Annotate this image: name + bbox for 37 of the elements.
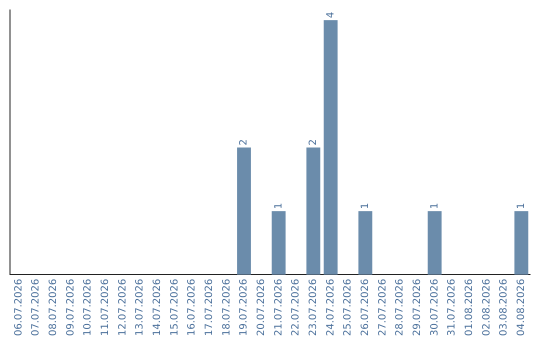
x-tick-label: 29.07.2026	[412, 278, 423, 336]
data-label: 4	[325, 12, 336, 18]
x-tick-label: 10.07.2026	[82, 278, 94, 336]
x-tick-label: 20.07.2026	[256, 278, 267, 336]
x-tick-label: 04.08.2026	[516, 278, 527, 336]
x-tick-label: 28.07.2026	[394, 278, 406, 336]
x-tick-label: 17.07.2026	[204, 278, 215, 336]
x-tick-label: 08.07.2026	[48, 278, 59, 336]
x-tick-label: 02.08.2026	[481, 278, 492, 336]
x-tick-label: 18.07.2026	[221, 278, 232, 336]
x-tick-label: 01.08.2026	[464, 278, 475, 336]
data-label: 1	[429, 202, 440, 210]
x-tick-label: 31.07.2026	[446, 278, 458, 336]
x-tick-label: 16.07.2026	[186, 278, 198, 336]
x-tick-label: 11.07.2026	[100, 278, 111, 336]
data-label: 1	[360, 202, 371, 210]
x-tick-label: 27.07.2026	[377, 278, 388, 336]
data-label: 2	[238, 139, 250, 146]
x-tick-label: 24.07.2026	[325, 278, 336, 336]
x-tick-label: 23.07.2026	[308, 278, 319, 336]
x-tick-label: 15.07.2026	[169, 278, 180, 336]
x-tick-label: 30.07.2026	[429, 278, 440, 336]
x-tick-label: 26.07.2026	[360, 278, 371, 336]
x-tick-label: 22.07.2026	[290, 278, 302, 336]
data-label: 2	[308, 139, 319, 146]
data-label: 1	[273, 202, 284, 210]
x-tick-label: 21.07.2026	[273, 278, 284, 336]
data-label: 1	[516, 202, 527, 210]
x-tick-label: 09.07.2026	[65, 278, 76, 336]
x-tick-label: 13.07.2026	[134, 278, 146, 336]
x-tick-label: 25.07.2026	[342, 278, 354, 336]
x-tick-label: 19.07.2026	[238, 278, 250, 336]
x-tick-label: 06.07.2026	[13, 278, 24, 336]
x-tick-label: 03.08.2026	[498, 278, 510, 336]
x-tick-label: 07.07.2026	[30, 278, 42, 336]
x-tick-label: 14.07.2026	[152, 278, 163, 336]
x-tick-label: 12.07.2026	[117, 278, 128, 336]
